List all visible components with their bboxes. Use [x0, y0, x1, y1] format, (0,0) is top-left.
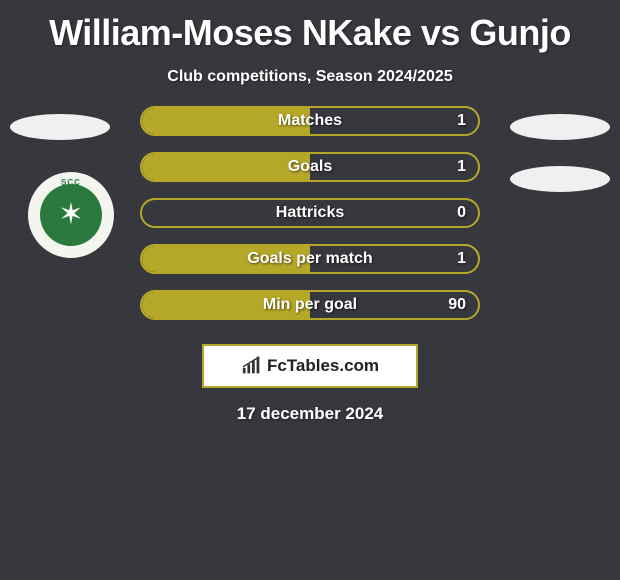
stat-value: 90 — [448, 296, 466, 314]
stat-row-goals-per-match: Goals per match 1 — [140, 244, 480, 274]
stat-value: 1 — [457, 158, 466, 176]
brand-box[interactable]: FcTables.com — [202, 344, 418, 388]
stat-row-hattricks: Hattricks 0 — [140, 198, 480, 228]
brand-chart-icon — [241, 355, 263, 377]
stat-label: Goals — [288, 158, 332, 176]
stat-fill — [142, 154, 310, 180]
club-badge: SCC ✶ — [28, 172, 114, 258]
stat-row-goals: Goals 1 — [140, 152, 480, 182]
player-right-placeholder-1 — [510, 114, 610, 140]
club-badge-star-icon: ✶ — [58, 200, 83, 230]
stat-label: Min per goal — [263, 296, 357, 314]
stat-value: 1 — [457, 112, 466, 130]
page-subtitle: Club competitions, Season 2024/2025 — [0, 68, 620, 86]
club-badge-inner: ✶ — [40, 184, 102, 246]
stat-label: Goals per match — [247, 250, 372, 268]
stat-label: Matches — [278, 112, 342, 130]
brand-text: FcTables.com — [267, 356, 379, 376]
player-right-placeholder-2 — [510, 166, 610, 192]
stat-bars: Matches 1 Goals 1 Hattricks 0 Goals per … — [140, 106, 480, 336]
stat-value: 1 — [457, 250, 466, 268]
stat-row-min-per-goal: Min per goal 90 — [140, 290, 480, 320]
stat-row-matches: Matches 1 — [140, 106, 480, 136]
stat-label: Hattricks — [276, 204, 344, 222]
player-left-placeholder — [10, 114, 110, 140]
stat-value: 0 — [457, 204, 466, 222]
date-text: 17 december 2024 — [237, 404, 384, 424]
page-title: William-Moses NKake vs Gunjo — [0, 0, 620, 54]
